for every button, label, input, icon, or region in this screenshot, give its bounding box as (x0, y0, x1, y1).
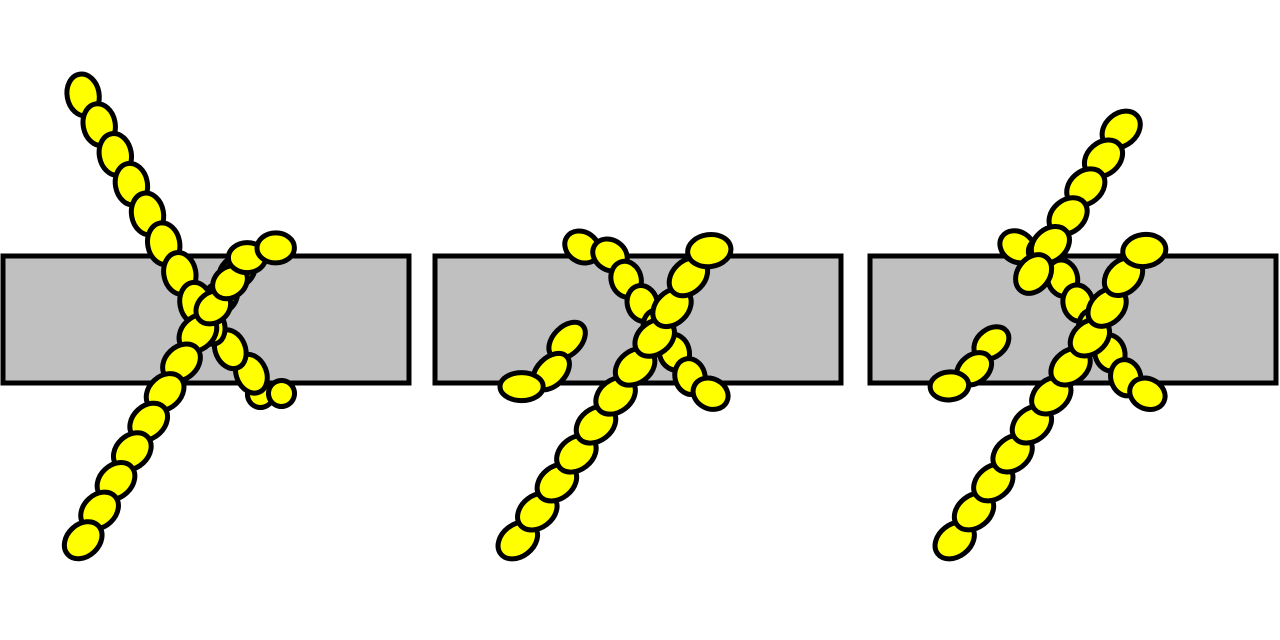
rope-strand (497, 370, 546, 404)
rope-strand (254, 230, 297, 266)
rope-strand (1127, 375, 1168, 413)
rope-strand (266, 378, 297, 409)
rope-strand (685, 231, 734, 270)
step-3-short-tail (927, 324, 1012, 403)
step-2-short-tail (497, 319, 588, 404)
step-1-wrap-over (193, 230, 297, 327)
rope-strand (61, 519, 105, 562)
step-2-long-diagonal-strand (495, 231, 734, 562)
step-3-long-diagonal-strand (932, 231, 1169, 562)
rope-strand (1013, 252, 1055, 296)
ropes-layer (61, 71, 1169, 562)
step-1-long-diagonal-strand (61, 71, 220, 562)
rope-strand (927, 369, 972, 403)
rope-strand (690, 375, 731, 412)
rope-strand (1120, 231, 1169, 270)
step-3-second-diagonal-strand (1013, 108, 1143, 296)
